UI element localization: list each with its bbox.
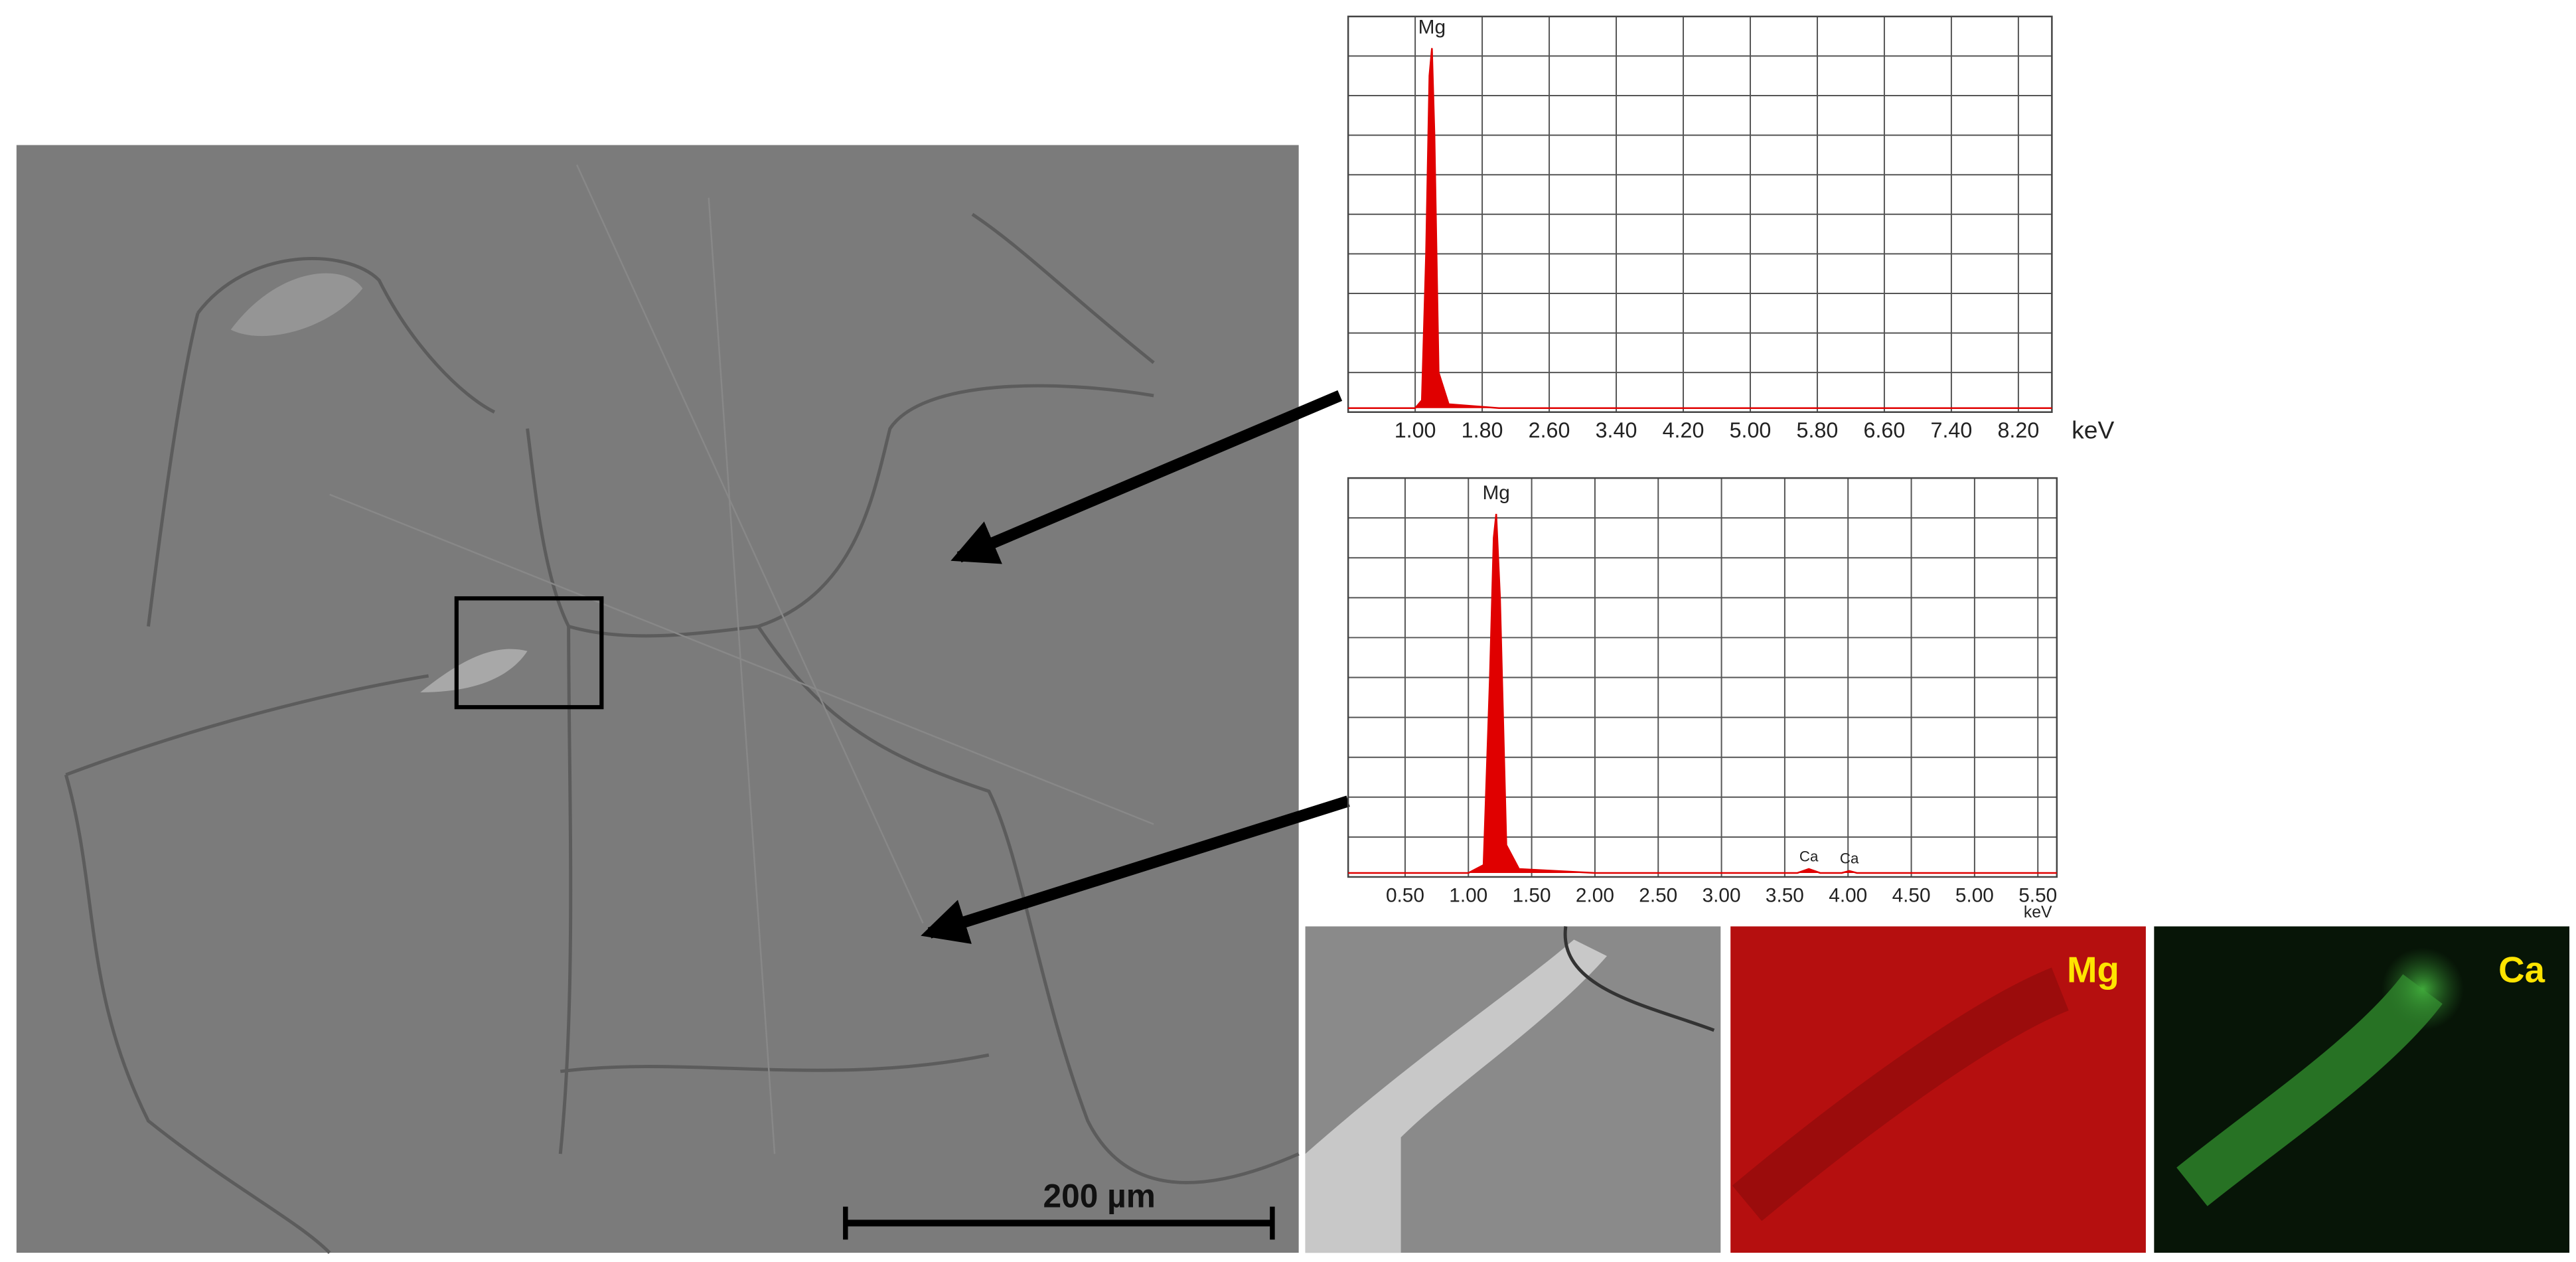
map-label: Mg bbox=[2067, 949, 2119, 990]
x-tick-label: 4.50 bbox=[1892, 885, 1931, 907]
x-tick-label: 4.00 bbox=[1829, 885, 1867, 907]
x-tick-label: 3.00 bbox=[1703, 885, 1741, 907]
sem-detail-phase bbox=[1305, 939, 1607, 1253]
sem-image: 200 µm bbox=[16, 145, 1300, 1254]
scale-bar-label: 200 µm bbox=[1043, 1177, 1155, 1214]
peak-label: Ca bbox=[1799, 848, 1819, 864]
mg-map bbox=[1730, 926, 2146, 1253]
plot-frame bbox=[1347, 15, 2053, 413]
x-tick-label: 3.50 bbox=[1766, 885, 1804, 907]
plot-frame bbox=[1347, 477, 2058, 878]
x-axis-label: keV bbox=[2072, 416, 2114, 443]
x-tick-label: 5.50 bbox=[2018, 885, 2057, 907]
map-label: Ca bbox=[2498, 949, 2545, 990]
x-tick-label: 2.00 bbox=[1576, 885, 1614, 907]
x-tick-label: 1.00 bbox=[1449, 885, 1487, 907]
map-panels: Mg Ca bbox=[1305, 926, 2570, 1253]
spectrum bbox=[1348, 514, 2057, 874]
x-tick-label: 4.20 bbox=[1663, 418, 1705, 442]
x-tick-label: 2.60 bbox=[1529, 418, 1570, 442]
x-tick-label: 6.60 bbox=[1864, 418, 1906, 442]
x-tick-label: 5.00 bbox=[1730, 418, 1772, 442]
x-tick-label: 1.50 bbox=[1513, 885, 1551, 907]
spectrum bbox=[1348, 48, 2052, 410]
peak-label: Ca bbox=[1840, 850, 1859, 866]
x-axis-label: keV bbox=[2024, 904, 2052, 921]
x-tick-label: 2.50 bbox=[1639, 885, 1677, 907]
x-tick-label: 3.40 bbox=[1596, 418, 1637, 442]
x-tick-label: 1.00 bbox=[1395, 418, 1436, 442]
peak-label: Mg bbox=[1418, 17, 1446, 39]
ca-map bbox=[2154, 926, 2570, 1253]
x-tick-label: 5.00 bbox=[1955, 885, 1994, 907]
x-tick-label: 8.20 bbox=[1997, 418, 2039, 442]
x-tick-label: 7.40 bbox=[1931, 418, 1973, 442]
peak-label: Mg bbox=[1483, 482, 1510, 504]
spectra: 1.00 1.80 2.60 3.40 4.20 5.00 5.80 6.60 7.40 8.20… bbox=[1347, 15, 2115, 921]
arrow bbox=[950, 390, 1343, 564]
zoom-box bbox=[454, 596, 604, 710]
arrow bbox=[921, 795, 1350, 944]
x-tick-label: 5.80 bbox=[1797, 418, 1839, 442]
x-tick-label: 0.50 bbox=[1386, 885, 1424, 907]
x-tick-label: 1.80 bbox=[1462, 418, 1503, 442]
